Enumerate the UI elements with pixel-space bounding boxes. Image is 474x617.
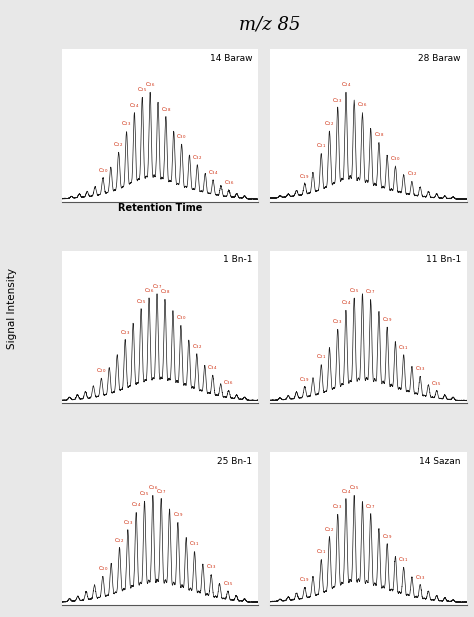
Text: C$_{25}$: C$_{25}$ [137, 85, 147, 94]
Text: C$_{26}$: C$_{26}$ [144, 286, 155, 296]
Text: C$_{19}$: C$_{19}$ [300, 576, 310, 584]
Text: C$_{22}$: C$_{22}$ [324, 525, 335, 534]
Text: C$_{27}$: C$_{27}$ [156, 487, 166, 495]
Text: C$_{28}$: C$_{28}$ [161, 105, 171, 114]
Text: C$_{30}$: C$_{30}$ [390, 154, 401, 163]
Text: C$_{33}$: C$_{33}$ [206, 563, 217, 571]
Text: C$_{27}$: C$_{27}$ [365, 288, 376, 296]
Text: C$_{34}$: C$_{34}$ [208, 363, 218, 373]
Text: C$_{30}$: C$_{30}$ [175, 313, 186, 322]
Text: C$_{29}$: C$_{29}$ [382, 315, 392, 324]
Text: C$_{25}$: C$_{25}$ [136, 297, 146, 305]
Text: C$_{28}$: C$_{28}$ [374, 131, 384, 139]
Text: C$_{23}$: C$_{23}$ [332, 502, 343, 511]
Text: C$_{33}$: C$_{33}$ [415, 365, 425, 373]
Text: 1 Bn-1: 1 Bn-1 [223, 255, 253, 265]
Text: C$_{23}$: C$_{23}$ [120, 328, 130, 337]
Text: C$_{20}$: C$_{20}$ [98, 565, 108, 573]
Text: Retention Time: Retention Time [118, 204, 202, 213]
Text: Signal Intensity: Signal Intensity [7, 268, 17, 349]
Text: C$_{36}$: C$_{36}$ [223, 378, 234, 387]
Text: C$_{34}$: C$_{34}$ [208, 168, 219, 176]
Text: C$_{33}$: C$_{33}$ [415, 573, 425, 582]
Text: C$_{32}$: C$_{32}$ [192, 153, 202, 162]
Text: C$_{24}$: C$_{24}$ [129, 101, 140, 109]
Text: C$_{26}$: C$_{26}$ [145, 80, 155, 89]
Text: 14 Baraw: 14 Baraw [210, 54, 253, 63]
Text: C$_{22}$: C$_{22}$ [324, 119, 335, 128]
Text: C$_{32}$: C$_{32}$ [191, 342, 202, 350]
Text: C$_{19}$: C$_{19}$ [300, 172, 310, 181]
Text: C$_{23}$: C$_{23}$ [123, 518, 133, 526]
Text: C$_{29}$: C$_{29}$ [382, 532, 392, 540]
Text: C$_{25}$: C$_{25}$ [139, 489, 150, 498]
Text: C$_{26}$: C$_{26}$ [147, 483, 158, 492]
Text: C$_{24}$: C$_{24}$ [341, 80, 351, 89]
Text: C$_{21}$: C$_{21}$ [316, 141, 327, 151]
Text: C$_{22}$: C$_{22}$ [113, 140, 124, 149]
Text: C$_{25}$: C$_{25}$ [349, 483, 359, 492]
Text: C$_{31}$: C$_{31}$ [399, 343, 409, 352]
Text: C$_{24}$: C$_{24}$ [341, 298, 351, 307]
Text: C$_{21}$: C$_{21}$ [316, 547, 327, 557]
Text: m/z 85: m/z 85 [239, 15, 301, 33]
Text: C$_{36}$: C$_{36}$ [224, 178, 234, 187]
Text: C$_{32}$: C$_{32}$ [407, 169, 417, 178]
Text: C$_{21}$: C$_{21}$ [316, 352, 327, 362]
Text: C$_{28}$: C$_{28}$ [160, 287, 170, 296]
Text: C$_{20}$: C$_{20}$ [96, 366, 107, 375]
Text: C$_{19}$: C$_{19}$ [300, 375, 310, 384]
Text: 25 Bn-1: 25 Bn-1 [217, 457, 253, 466]
Text: 28 Baraw: 28 Baraw [419, 54, 461, 63]
Text: C$_{31}$: C$_{31}$ [399, 555, 409, 565]
Text: C$_{26}$: C$_{26}$ [357, 101, 368, 109]
Text: 11 Bn-1: 11 Bn-1 [426, 255, 461, 265]
Text: C$_{31}$: C$_{31}$ [189, 539, 200, 549]
Text: C$_{20}$: C$_{20}$ [98, 166, 108, 175]
Text: C$_{35}$: C$_{35}$ [431, 379, 442, 387]
Text: C$_{29}$: C$_{29}$ [173, 510, 183, 520]
Text: C$_{23}$: C$_{23}$ [121, 120, 132, 128]
Text: C$_{23}$: C$_{23}$ [332, 96, 343, 104]
Text: C$_{27}$: C$_{27}$ [152, 282, 162, 291]
Text: C$_{27}$: C$_{27}$ [365, 502, 376, 511]
Text: C$_{24}$: C$_{24}$ [131, 500, 141, 509]
Text: C$_{22}$: C$_{22}$ [114, 536, 125, 545]
Text: C$_{35}$: C$_{35}$ [223, 579, 233, 588]
Text: C$_{23}$: C$_{23}$ [332, 317, 343, 326]
Text: 14 Sazan: 14 Sazan [419, 457, 461, 466]
Text: C$_{30}$: C$_{30}$ [176, 132, 187, 141]
Text: C$_{24}$: C$_{24}$ [341, 487, 351, 496]
Text: C$_{25}$: C$_{25}$ [349, 286, 359, 295]
